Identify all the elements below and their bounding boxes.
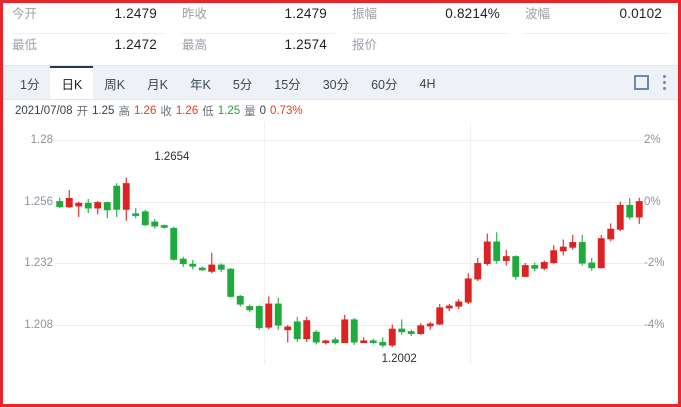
- ohlc-info-line: 2021/07/08 开 1.25 高 1.26 收 1.26 低 1.25 量…: [3, 100, 678, 122]
- info-close-value: 1.26: [175, 105, 199, 117]
- quote-label: 波幅: [525, 7, 551, 21]
- quote-cell-amplitude: 振幅 0.8214%: [343, 3, 516, 34]
- vertical-gridline: [264, 122, 266, 365]
- tab-6[interactable]: 15分: [263, 66, 311, 99]
- tab-label: 5分: [232, 78, 253, 92]
- tab-label: 15分: [274, 78, 301, 92]
- quote-value: 1.2472: [114, 37, 157, 52]
- row-divider: [351, 33, 508, 34]
- y-axis-label-right: -2%: [644, 257, 665, 270]
- quote-cell-high: 最高 1.2574: [173, 34, 343, 65]
- quote-value: 1.2479: [114, 6, 157, 21]
- y-axis-label-left: 1.208: [24, 318, 53, 331]
- quote-row: 最低 1.2472 最高 1.2574 报价: [3, 34, 678, 65]
- y-axis-label-left: 1.232: [24, 257, 53, 270]
- y-axis-label-right: -4%: [644, 318, 665, 331]
- tab-5[interactable]: 5分: [222, 66, 263, 99]
- quote-label: 振幅: [352, 7, 378, 21]
- info-high-value: 1.26: [133, 105, 157, 117]
- gridline: [55, 324, 644, 326]
- row-divider: [11, 33, 165, 34]
- low-marker: 1.2002: [381, 352, 417, 365]
- gridline: [55, 263, 644, 265]
- tab-label: 年K: [189, 78, 211, 92]
- tab-label: 1分: [20, 78, 40, 92]
- tab-label: 4H: [419, 76, 436, 91]
- tab-9[interactable]: 4H: [409, 66, 447, 99]
- quote-header: 今开 1.2479 昨收 1.2479 振幅 0.8214% 波幅 0.0102: [3, 3, 678, 65]
- quote-cell-empty: [516, 34, 678, 65]
- tab-2[interactable]: 周K: [93, 66, 136, 99]
- vertical-gridline: [470, 122, 472, 365]
- info-change-pct: 0.73%: [270, 105, 303, 117]
- tab-0[interactable]: 1分: [9, 66, 50, 99]
- gridline: [55, 201, 644, 203]
- row-divider: [524, 33, 670, 34]
- more-vertical-icon[interactable]: [662, 75, 666, 90]
- tab-3[interactable]: 月K: [136, 66, 179, 99]
- y-axis-label-right: 2%: [644, 134, 661, 147]
- quote-label: 最高: [182, 38, 208, 52]
- y-axis-label-right: 0%: [644, 195, 661, 208]
- info-high-label: 高: [118, 106, 130, 118]
- quote-value: 1.2574: [284, 37, 327, 52]
- fullscreen-icon[interactable]: [634, 75, 649, 90]
- y-axis-label-left: 1.28: [30, 134, 53, 147]
- candlestick-chart[interactable]: 1.28 2% 1.256 0% 1.232 -2% 1.208 -4% 1.2654 1.200…: [3, 122, 678, 365]
- gridline: [55, 140, 644, 142]
- quote-label: 昨收: [182, 7, 208, 21]
- info-date: 2021/07/08: [15, 105, 73, 117]
- quote-label: 最低: [12, 38, 38, 52]
- tab-label: 60分: [371, 78, 398, 92]
- quote-cell-low: 最低 1.2472: [3, 34, 173, 65]
- quote-label: 今开: [12, 7, 38, 21]
- info-volume-value: 0: [259, 105, 267, 117]
- quote-row: 今开 1.2479 昨收 1.2479 振幅 0.8214% 波幅 0.0102: [3, 3, 678, 34]
- tab-4[interactable]: 年K: [179, 66, 222, 99]
- quote-label: 报价: [352, 38, 378, 52]
- quote-cell-open: 今开 1.2479: [3, 3, 173, 34]
- timeframe-tabbar: 1分 日K 周K 月K 年K 5分 15分 30分 60分 4H: [3, 65, 678, 100]
- chart-plot-area[interactable]: 1.28 2% 1.256 0% 1.232 -2% 1.208 -4% 1.2654 1.200…: [3, 122, 678, 365]
- quote-value: 1.2479: [284, 6, 327, 21]
- row-divider: [181, 33, 335, 34]
- quote-cell-bid: 报价: [343, 34, 516, 65]
- tab-1[interactable]: 日K: [50, 66, 94, 99]
- quote-cell-prev-close: 昨收 1.2479: [173, 3, 343, 34]
- quote-cell-range: 波幅 0.0102: [516, 3, 678, 34]
- quote-value: 0.0102: [619, 6, 662, 21]
- candlestick-series: [56, 177, 643, 348]
- tab-label: 月K: [147, 78, 168, 92]
- tab-label: 日K: [61, 78, 83, 92]
- tab-8[interactable]: 60分: [360, 66, 408, 99]
- info-low-value: 1.25: [217, 105, 241, 117]
- tab-label: 周K: [104, 78, 126, 92]
- info-volume-label: 量: [244, 106, 256, 118]
- chart-tools: [634, 66, 678, 99]
- tab-7[interactable]: 30分: [312, 66, 360, 99]
- quote-value: 0.8214%: [445, 6, 500, 21]
- info-open-label: 开: [76, 106, 89, 118]
- info-open-value: 1.25: [92, 105, 115, 117]
- timeframe-tabs: 1分 日K 周K 月K 年K 5分 15分 30分 60分 4H: [3, 66, 446, 99]
- info-low-label: 低: [202, 106, 214, 118]
- tab-label: 30分: [322, 78, 350, 92]
- y-axis-label-left: 1.256: [24, 195, 53, 208]
- high-marker: 1.2654: [154, 151, 190, 164]
- info-close-label: 收: [160, 106, 172, 118]
